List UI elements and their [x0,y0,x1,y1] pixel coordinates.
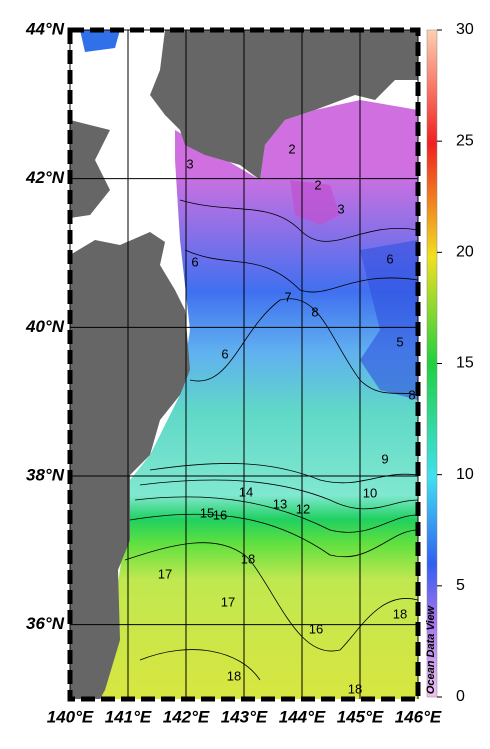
colorbar-tick-label: 15 [456,355,474,372]
contour-label: 6 [221,346,228,361]
contour-label: 8 [408,387,415,402]
contour-label: 12 [296,501,310,516]
map-frame [67,27,421,702]
x-tick-label: 143°E [221,707,268,726]
contour-label: 6 [386,251,393,266]
colorbar-tick-label: 30 [456,21,474,38]
contour-label: 18 [227,668,241,683]
honshu [70,232,190,699]
contour-label: 6 [191,254,198,269]
colorbar-tick-label: 0 [456,688,465,705]
contour-label: 2 [314,177,321,192]
colorbar-tick-label: 25 [456,132,474,149]
colorbar-tick-label: 10 [456,466,474,483]
contour-label: 16 [213,507,227,522]
contour-label: 15 [200,505,214,520]
contour-label: 18 [241,551,255,566]
x-tick-label: 145°E [337,707,384,726]
contour-label: 7 [284,289,291,304]
contour-label: 18 [393,606,407,621]
colorbar-tick-label: 5 [456,577,465,594]
hokkaido [150,30,418,180]
blue-patch [360,240,418,400]
contour-lines [124,199,419,681]
colorbar [426,29,438,698]
contour-label: 3 [186,156,193,171]
contour-label: 2 [288,141,295,156]
contour-label: 3 [337,201,344,216]
contour-label: 17 [158,566,172,581]
peninsula [70,120,110,218]
data-field [100,100,418,699]
contour-label: 10 [363,485,377,500]
blue-patch-nw [80,30,120,52]
watermark: Ocean Data View [425,604,437,694]
colorbar-tick-label: 20 [456,244,474,261]
y-tick-label: 42°N [25,168,65,187]
x-tick-label: 141°E [105,707,152,726]
contour-label: 9 [381,451,388,466]
y-tick-label: 36°N [26,614,65,633]
contour-label: 18 [348,681,362,696]
contour-label: 17 [221,594,235,609]
x-tick-label: 140°E [47,707,94,726]
contour-label: 14 [239,484,253,499]
x-tick-label: 146°E [395,707,442,726]
contour-label: 13 [273,496,287,511]
y-tick-label: 38°N [26,465,65,484]
x-tick-label: 142°E [163,707,210,726]
y-tick-label: 40°N [25,317,65,336]
y-tick-label: 44°N [25,19,65,38]
contour-label: 8 [311,304,318,319]
contour-label: 5 [396,334,403,349]
contour-label: 16 [309,621,323,636]
x-tick-label: 144°E [279,707,326,726]
